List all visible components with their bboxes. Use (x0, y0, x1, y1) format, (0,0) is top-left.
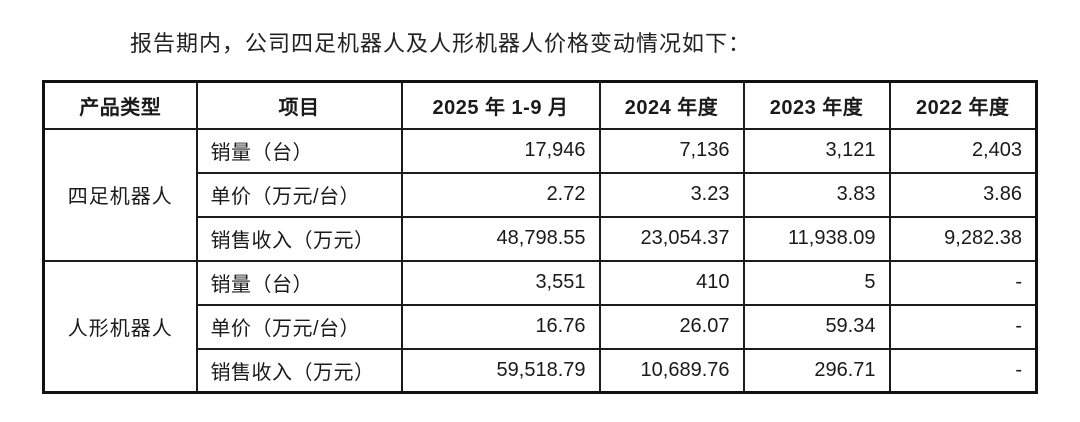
value-cell: 3,551 (400, 259, 601, 306)
col-header-2023: 2023 年度 (742, 80, 891, 130)
table-row: 四足机器人 销量（台） 17,946 7,136 3,121 2,403 (42, 127, 1038, 262)
value-cell: 16.76 (400, 303, 601, 350)
section-intro-text: 报告期内，公司四足机器人及人形机器人价格变动情况如下： (130, 31, 752, 56)
value-cell: 10,689.76 (598, 347, 745, 394)
value-cell: 3,121 (742, 127, 891, 174)
value-cell: 59.34 (742, 303, 891, 350)
col-header-2022: 2022 年度 (888, 80, 1038, 130)
col-header-2025: 2025 年 1-9 月 (400, 80, 601, 130)
item-label-cell: 单价（万元/台） (195, 303, 403, 350)
value-cell: 296.71 (742, 347, 891, 394)
value-cell: 5 (742, 259, 891, 306)
value-cell: 23,054.37 (598, 215, 745, 262)
item-label-cell: 销售收入（万元） (195, 215, 403, 262)
item-label-cell: 销售收入（万元） (195, 347, 403, 394)
table-row: 销售收入（万元） 48,798.55 23,054.37 11,938.09 9… (44, 215, 1038, 262)
item-label-cell: 单价（万元/台） (195, 171, 403, 218)
item-label-cell: 销量（台） (195, 127, 403, 174)
product-type-cell-humanoid: 人形机器人 (42, 259, 198, 394)
value-cell: - (888, 303, 1038, 350)
value-cell: 26.07 (598, 303, 745, 350)
table-row: 销售收入（万元） 59,518.79 10,689.76 296.71 - (44, 347, 1038, 394)
col-header-item: 项目 (195, 80, 403, 130)
value-cell: 2.72 (400, 171, 601, 218)
table-row: 人形机器人 销量（台） 3,551 410 5 - (42, 259, 1038, 394)
product-type-cell-quadruped: 四足机器人 (42, 127, 198, 262)
table-header-row: 产品类型 项目 2025 年 1-9 月 2024 年度 2023 年度 202… (42, 80, 1038, 130)
value-cell: 11,938.09 (742, 215, 891, 262)
value-cell: 3.83 (742, 171, 891, 218)
col-header-product-type: 产品类型 (42, 80, 198, 130)
value-cell: 9,282.38 (888, 215, 1038, 262)
value-cell: 410 (598, 259, 745, 306)
value-cell: - (888, 347, 1038, 394)
value-cell: 2,403 (888, 127, 1038, 174)
price-change-table: 产品类型 项目 2025 年 1-9 月 2024 年度 2023 年度 202… (42, 80, 1038, 394)
value-cell: 3.86 (888, 171, 1038, 218)
value-cell: 48,798.55 (400, 215, 601, 262)
table-row: 单价（万元/台） 16.76 26.07 59.34 - (44, 303, 1038, 350)
value-cell: - (888, 259, 1038, 306)
col-header-2024: 2024 年度 (598, 80, 745, 130)
item-label-cell: 销量（台） (195, 259, 403, 306)
value-cell: 7,136 (598, 127, 745, 174)
table-row: 单价（万元/台） 2.72 3.23 3.83 3.86 (44, 171, 1038, 218)
value-cell: 3.23 (598, 171, 745, 218)
value-cell: 17,946 (400, 127, 601, 174)
value-cell: 59,518.79 (400, 347, 601, 394)
